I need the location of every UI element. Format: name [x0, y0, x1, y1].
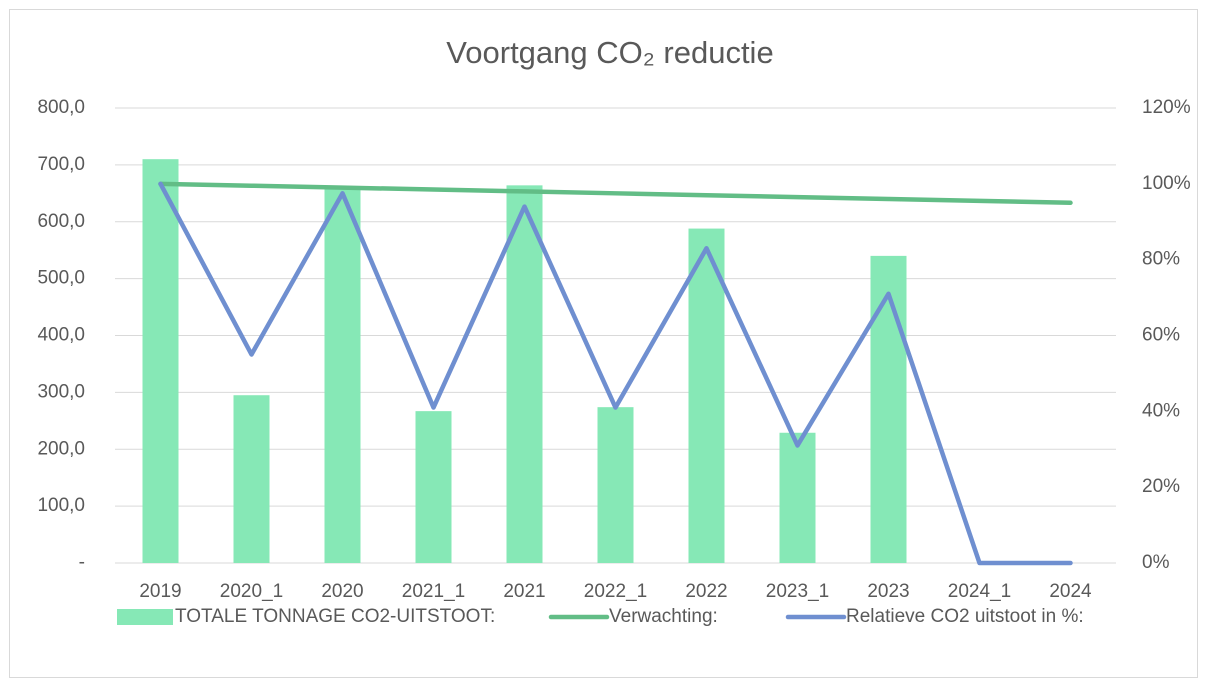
- bar: [597, 407, 634, 563]
- y2-tick-label: 120%: [1142, 97, 1191, 118]
- bar: [142, 159, 179, 563]
- x-tick-label: 2019: [139, 581, 181, 602]
- y-tick-label: 300,0: [37, 381, 85, 402]
- y2-tick-label: 40%: [1142, 400, 1180, 421]
- y-tick-label: 200,0: [37, 438, 85, 459]
- y2-tick-label: 80%: [1142, 249, 1180, 270]
- bar: [506, 185, 543, 563]
- chart-title: Voortgang CO₂ reductie: [446, 35, 773, 70]
- x-tick-label: 2021: [503, 581, 545, 602]
- bar: [233, 395, 270, 563]
- bar: [688, 228, 725, 563]
- y-tick-label: -: [79, 552, 85, 573]
- legend-swatch: [117, 609, 173, 625]
- x-tick-label: 2020_1: [220, 581, 283, 602]
- bar: [779, 432, 816, 563]
- x-tick-label: 2024_1: [948, 581, 1011, 602]
- y-tick-label: 500,0: [37, 268, 85, 289]
- line: [158, 181, 1073, 566]
- y2-tick-label: 20%: [1142, 476, 1180, 497]
- y-tick-label: 400,0: [37, 325, 85, 346]
- line: [158, 181, 1073, 206]
- bar: [324, 186, 361, 564]
- x-tick-label: 2022_1: [584, 581, 647, 602]
- legend-label: Verwachting:: [609, 606, 718, 627]
- x-tick-label: 2021_1: [402, 581, 465, 602]
- y2-tick-label: 60%: [1142, 325, 1180, 346]
- y-tick-label: 100,0: [37, 495, 85, 516]
- y2-tick-label: 0%: [1142, 552, 1170, 573]
- x-tick-label: 2020: [321, 581, 363, 602]
- y2-tick-label: 100%: [1142, 173, 1191, 194]
- y-tick-label: 600,0: [37, 211, 85, 232]
- legend-label: TOTALE TONNAGE CO2-UITSTOOT:: [175, 606, 495, 627]
- x-tick-label: 2024: [1049, 581, 1092, 602]
- bar: [415, 411, 452, 563]
- legend-label: Relatieve CO2 uitstoot in %:: [846, 606, 1084, 627]
- chart-frame: [9, 9, 1198, 678]
- bar: [870, 255, 907, 563]
- x-tick-label: 2023: [867, 581, 909, 602]
- x-tick-label: 2023_1: [766, 581, 829, 602]
- y-tick-label: 700,0: [37, 154, 85, 175]
- y-tick-label: 800,0: [37, 97, 85, 118]
- x-tick-label: 2022: [685, 581, 727, 602]
